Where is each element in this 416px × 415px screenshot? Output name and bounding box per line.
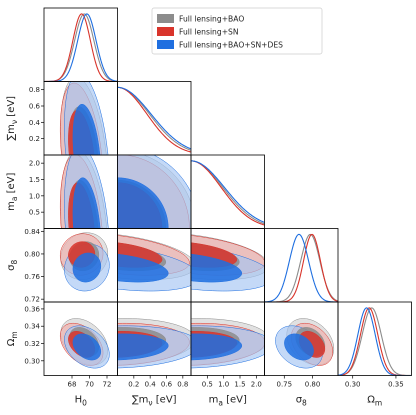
contour-68-2 [117,333,169,361]
contour-68-2 [72,252,102,283]
y-axis-label-sigma8: σ8 [6,259,19,270]
x-tick-label: 1.0 [218,381,229,389]
y-tick-label: 0.30 [24,357,40,365]
marginal-curve-1 [191,160,265,226]
x-axis-label-mnu: ∑mν [eV] [132,395,177,408]
contour-68-2 [72,333,102,361]
y-tick-label: 0.34 [24,323,40,331]
legend-label-1: Full lensing+SN [179,28,239,37]
x-tick-label: 0.80 [305,381,321,389]
x-tick-label: 72 [103,381,112,389]
contour-68-2 [191,252,243,283]
marginal-curve-0 [338,307,412,376]
contour-68-2 [72,103,101,155]
panel-H0-sigma8 [59,232,110,292]
panel-H0-mnu [59,81,110,155]
x-tick-label: 0.2 [128,381,139,389]
marginal-curve-2 [338,307,412,376]
legend-label-2: Full lensing+BAO+SN+DES [179,41,283,50]
y-tick-label: 1.5 [29,176,40,184]
x-tick-label: 2.0 [251,381,262,389]
panel-ma-Om [191,318,265,369]
y-tick-label: 0.6 [29,103,41,111]
contour-68-2 [191,333,243,361]
y-tick-label: 0.2 [29,135,40,143]
panel-H0-Om [59,318,110,369]
marginal-curve-1 [117,86,191,153]
x-tick-label: 70 [85,381,94,389]
y-tick-label: 0.8 [29,86,40,94]
marginal-curve-1 [44,13,118,82]
panel-layer [43,7,412,376]
x-tick-label: 0.5 [202,381,213,389]
panel-mnu-Om [117,318,191,369]
marginal-curve-1 [338,307,412,376]
y-tick-label: 1.0 [29,192,40,200]
x-axis-label-ma: ma [eV] [209,395,247,408]
y-tick-label: 0.84 [24,228,40,236]
y-tick-label: 0.32 [24,340,40,348]
legend-swatch-2 [157,40,174,49]
legend-label-0: Full lensing+BAO [179,15,244,24]
y-tick-label: 0.5 [29,209,40,217]
contour-68-2 [117,252,169,283]
x-tick-label: 68 [68,381,77,389]
panel-ma-sigma8 [191,232,265,292]
panel-mnu-sigma8 [117,232,191,292]
legend-box [151,7,323,55]
marginal-curve-2 [264,233,338,302]
y-tick-label: 0.4 [29,119,41,127]
contour-68-2 [284,333,314,361]
panel-H0-H0 [44,13,118,82]
panel-mnu-mnu [117,86,191,153]
panel-ma-ma [191,160,265,226]
x-tick-label: 0.75 [276,381,292,389]
x-tick-label: 0.35 [388,381,404,389]
legend-swatch-1 [157,27,174,36]
marginal-curve-2 [44,13,118,82]
y-tick-label: 0.36 [24,305,40,313]
legend-swatch-0 [157,14,174,23]
x-tick-label: 0.4 [145,381,157,389]
panel-H0-ma [59,155,110,229]
marginal-curve-1 [264,233,338,302]
panel-frame [337,301,412,376]
legend: Full lensing+BAO Full lensing+SN Full lens… [151,7,323,55]
y-tick-label: 0.72 [24,296,40,304]
panel-Om-Om [338,307,412,376]
x-axis-label-sigma8: σ8 [296,395,307,408]
marginal-curve-2 [191,160,265,223]
panel-mnu-ma [117,155,191,229]
contour-68-2 [117,177,169,229]
x-tick-label: 0.6 [161,381,173,389]
marginal-curve-0 [44,13,118,82]
x-tick-label: 0.30 [345,381,361,389]
y-axis-label-Om: Ωm [6,331,19,346]
x-tick-label: 0.8 [177,381,188,389]
y-tick-label: 0.76 [24,273,40,281]
x-tick-label: 1.5 [234,381,245,389]
panel-frame [264,228,339,303]
marginal-curve-0 [264,233,338,302]
x-axis-label-H0: H0 [75,395,88,408]
panel-sigma8-sigma8 [264,233,338,302]
contour-68-2 [72,177,101,229]
x-axis-label-Om: Ωm [367,395,382,408]
marginal-curve-2 [117,86,191,150]
panel-sigma8-Om [275,318,335,369]
y-axis-label-mnu: ∑mν [eV] [6,96,19,141]
y-tick-label: 0.80 [24,250,40,258]
y-tick-label: 2.0 [29,160,40,168]
y-axis-label-ma: ma [eV] [6,172,19,210]
